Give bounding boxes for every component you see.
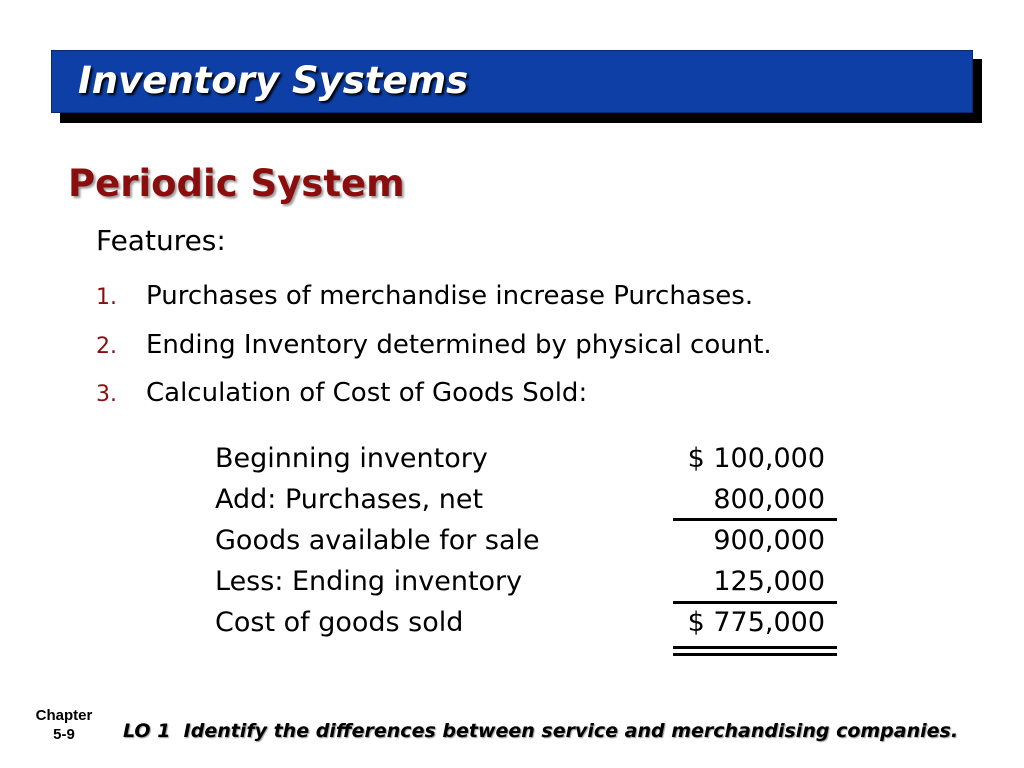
calc-label: Cost of goods sold bbox=[215, 607, 464, 638]
learning-objective: LO 1 Identify the differences between se… bbox=[123, 720, 959, 742]
chapter-label: Chapter 5-9 bbox=[30, 706, 98, 744]
slide-title: Inventory Systems bbox=[78, 59, 469, 102]
list-item: 3. Calculation of Cost of Goods Sold: bbox=[96, 378, 587, 408]
item-text: Ending Inventory determined by physical … bbox=[146, 330, 772, 360]
calc-row: Goods available for sale 900,000 bbox=[215, 525, 835, 556]
calc-amount: 125,000 bbox=[713, 566, 825, 597]
calc-label: Beginning inventory bbox=[215, 443, 488, 474]
chapter-text: Chapter bbox=[35, 707, 93, 724]
item-text: Purchases of merchandise increase Purcha… bbox=[146, 281, 754, 311]
subtotal-rule bbox=[673, 601, 837, 604]
title-banner: Inventory Systems bbox=[51, 50, 973, 113]
double-rule-bottom bbox=[673, 653, 837, 656]
section-heading: Periodic System bbox=[68, 162, 405, 205]
subtotal-rule bbox=[673, 518, 837, 521]
calc-label: Add: Purchases, net bbox=[215, 484, 484, 515]
list-item: 2. Ending Inventory determined by physica… bbox=[96, 330, 772, 360]
item-number: 2. bbox=[96, 334, 117, 359]
calc-row: Cost of goods sold $ 775,000 bbox=[215, 607, 835, 638]
calc-row: Beginning inventory $ 100,000 bbox=[215, 443, 835, 474]
calc-amount: 800,000 bbox=[713, 484, 825, 515]
item-number: 1. bbox=[96, 285, 117, 310]
calc-label: Less: Ending inventory bbox=[215, 566, 523, 597]
features-label: Features: bbox=[96, 224, 226, 257]
calc-row: Less: Ending inventory 125,000 bbox=[215, 566, 835, 597]
calc-amount: $ 775,000 bbox=[687, 607, 825, 638]
calc-amount: 900,000 bbox=[713, 525, 825, 556]
page-number: 5-9 bbox=[53, 726, 75, 743]
item-number: 3. bbox=[96, 382, 117, 407]
item-text: Calculation of Cost of Goods Sold: bbox=[146, 378, 588, 408]
calc-amount: $ 100,000 bbox=[687, 443, 825, 474]
double-rule-top bbox=[673, 646, 837, 649]
list-item: 1. Purchases of merchandise increase Purc… bbox=[96, 281, 753, 311]
calc-label: Goods available for sale bbox=[215, 525, 540, 556]
calc-row: Add: Purchases, net 800,000 bbox=[215, 484, 835, 515]
